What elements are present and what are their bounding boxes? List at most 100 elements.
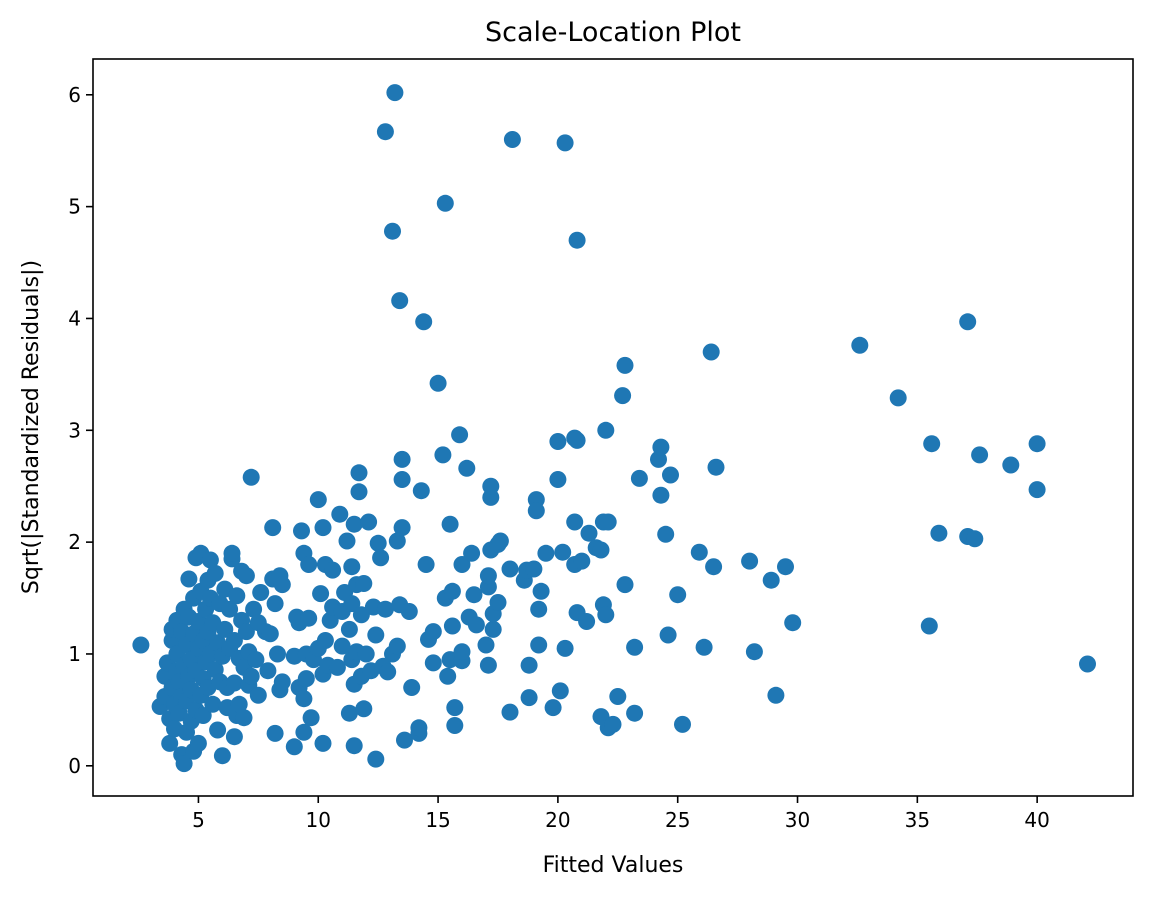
data-point <box>345 515 363 533</box>
data-point <box>477 636 495 654</box>
x-tick-label: 30 <box>785 808 810 832</box>
y-tick-label: 2 <box>68 530 81 554</box>
data-point <box>247 651 265 669</box>
data-point <box>324 561 342 579</box>
data-point <box>443 617 461 635</box>
data-point <box>194 707 212 724</box>
data-point <box>652 438 670 456</box>
data-point <box>520 656 538 674</box>
data-point <box>578 613 596 630</box>
data-point <box>252 584 270 601</box>
data-point <box>453 643 471 661</box>
data-point <box>333 637 351 655</box>
plot-frame <box>92 58 1134 797</box>
data-point <box>391 292 409 310</box>
data-point <box>429 374 447 392</box>
x-axis: 5 10 15 20 25 30 35 40 <box>192 796 1050 832</box>
data-point <box>568 431 586 449</box>
data-point <box>249 686 267 704</box>
data-point <box>549 433 567 450</box>
data-point <box>604 715 622 733</box>
data-point <box>410 719 428 737</box>
data-point <box>393 450 411 468</box>
data-point <box>439 667 457 685</box>
y-tick-label: 1 <box>68 642 81 666</box>
data-point <box>393 519 411 537</box>
data-point <box>626 638 644 656</box>
data-point <box>357 645 375 663</box>
data-point <box>592 541 610 559</box>
data-point <box>690 543 708 561</box>
data-point <box>297 670 315 688</box>
data-point <box>175 755 193 773</box>
data-point <box>225 674 243 692</box>
data-point <box>554 543 572 561</box>
chart-title: Scale-Location Plot <box>485 17 741 48</box>
data-point <box>386 84 404 102</box>
x-tick-label: 15 <box>425 808 450 832</box>
data-point <box>467 616 485 634</box>
data-point <box>340 620 358 638</box>
data-point <box>376 123 394 141</box>
data-point <box>537 544 555 562</box>
data-point <box>161 734 179 752</box>
data-point <box>264 519 282 537</box>
data-point <box>396 731 413 749</box>
data-point <box>597 421 615 439</box>
data-point <box>482 477 500 495</box>
data-point <box>630 469 648 487</box>
data-point <box>314 734 332 752</box>
data-point <box>204 695 222 713</box>
x-tick-label: 20 <box>545 808 570 832</box>
data-point <box>614 387 632 405</box>
data-point <box>436 194 454 212</box>
data-point <box>295 690 313 708</box>
data-point <box>707 458 725 476</box>
data-point <box>443 582 461 600</box>
data-point <box>328 658 346 676</box>
data-point <box>343 558 361 576</box>
data-point <box>314 519 332 537</box>
data-point <box>424 623 442 641</box>
data-point <box>659 626 677 644</box>
data-point <box>566 513 584 531</box>
data-point <box>415 313 433 331</box>
data-point <box>451 426 469 444</box>
data-point <box>465 586 483 604</box>
data-point <box>705 558 723 576</box>
data-point <box>549 471 567 488</box>
data-point <box>242 667 260 685</box>
x-axis-label: Fitted Values <box>543 853 684 878</box>
data-point <box>393 471 411 488</box>
data-point <box>762 571 780 589</box>
data-point <box>400 603 418 620</box>
data-point <box>235 709 253 727</box>
data-point <box>501 703 519 721</box>
data-point <box>417 556 435 573</box>
data-point <box>501 560 519 578</box>
data-point <box>527 502 545 520</box>
data-point <box>225 728 243 746</box>
y-axis: 0 1 2 3 4 5 6 <box>68 83 93 778</box>
data-point <box>300 609 318 627</box>
data-point <box>266 724 284 742</box>
data-point <box>491 532 509 550</box>
data-point <box>293 522 310 540</box>
data-point <box>479 656 497 674</box>
x-tick-label: 40 <box>1024 808 1049 832</box>
y-tick-label: 4 <box>68 306 81 330</box>
data-point <box>767 686 785 704</box>
data-point <box>525 560 543 578</box>
data-point <box>616 576 634 594</box>
data-point <box>479 567 497 585</box>
data-point <box>180 570 198 588</box>
data-point <box>551 682 569 700</box>
data-point <box>741 552 759 570</box>
data-point <box>266 595 284 613</box>
data-point <box>388 532 406 550</box>
data-point <box>242 468 260 486</box>
data-point <box>446 717 464 734</box>
data-point <box>269 645 286 663</box>
data-point <box>446 699 464 717</box>
data-point <box>1002 456 1020 474</box>
